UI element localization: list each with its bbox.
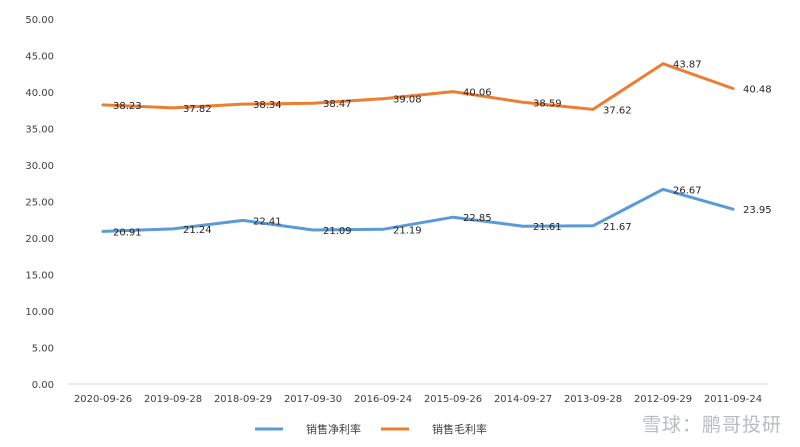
data-label: 43.87 bbox=[673, 60, 702, 71]
y-tick-label: 15.00 bbox=[25, 271, 54, 282]
series-line-gross-margin bbox=[101, 62, 735, 111]
y-tick-label: 10.00 bbox=[25, 307, 54, 318]
y-tick-label: 25.00 bbox=[25, 198, 54, 209]
y-tick-label: 0.00 bbox=[32, 380, 54, 391]
x-tick-label: 2017-09-30 bbox=[284, 394, 342, 405]
y-axis: 0.00 5.00 10.00 15.00 20.00 25.00 30.00 35.00 40… bbox=[25, 15, 54, 391]
watermark: 雪球：鹏哥投研 bbox=[641, 414, 782, 436]
y-tick-label: 50.00 bbox=[25, 15, 54, 26]
data-label: 20.91 bbox=[113, 227, 142, 238]
x-axis: 2020-09-26 2019-09-28 2018-09-29 2017-09-30… bbox=[74, 394, 762, 405]
y-tick-label: 20.00 bbox=[25, 234, 54, 245]
data-label: 22.41 bbox=[253, 216, 282, 227]
data-label: 22.85 bbox=[463, 213, 492, 224]
data-label: 23.95 bbox=[743, 205, 772, 216]
x-tick-label: 2015-09-26 bbox=[424, 394, 482, 405]
data-label: 37.82 bbox=[183, 104, 212, 115]
x-tick-label: 2014-09-27 bbox=[494, 394, 552, 405]
series-line-net-margin bbox=[101, 187, 735, 233]
data-label: 40.48 bbox=[743, 84, 772, 95]
series-lines bbox=[101, 62, 735, 233]
y-tick-label: 45.00 bbox=[25, 52, 54, 63]
x-tick-label: 2020-09-26 bbox=[74, 394, 132, 405]
data-label: 21.24 bbox=[183, 225, 212, 236]
x-tick-label: 2019-09-28 bbox=[144, 394, 202, 405]
y-tick-label: 5.00 bbox=[32, 344, 54, 355]
x-tick-label: 2016-09-24 bbox=[354, 394, 412, 405]
legend-label-net-margin: 销售净利率 bbox=[306, 422, 361, 436]
data-label: 21.19 bbox=[393, 225, 422, 236]
legend-label-gross-margin: 销售毛利率 bbox=[432, 422, 487, 436]
data-label: 21.67 bbox=[603, 222, 632, 233]
y-tick-label: 35.00 bbox=[25, 125, 54, 136]
data-label: 40.06 bbox=[463, 88, 492, 99]
data-label: 38.34 bbox=[253, 100, 282, 111]
x-tick-label: 2013-09-28 bbox=[564, 394, 622, 405]
data-label: 38.59 bbox=[533, 98, 562, 109]
data-label: 38.47 bbox=[323, 99, 352, 110]
y-tick-label: 40.00 bbox=[25, 88, 54, 99]
data-label: 39.08 bbox=[393, 95, 422, 106]
data-labels: 20.91 21.24 22.41 21.09 21.19 22.85 21.61 21.67… bbox=[113, 60, 772, 239]
x-tick-label: 2012-09-29 bbox=[634, 394, 692, 405]
legend: 销售净利率 销售毛利率 bbox=[255, 422, 487, 436]
x-tick-label: 2018-09-29 bbox=[214, 394, 272, 405]
data-label: 38.23 bbox=[113, 101, 142, 112]
data-label: 21.61 bbox=[533, 222, 562, 233]
x-tick-label: 2011-09-24 bbox=[704, 394, 762, 405]
data-label: 21.09 bbox=[323, 226, 352, 237]
data-label: 37.62 bbox=[603, 105, 632, 116]
y-tick-label: 30.00 bbox=[25, 161, 54, 172]
data-label: 26.67 bbox=[673, 185, 702, 196]
